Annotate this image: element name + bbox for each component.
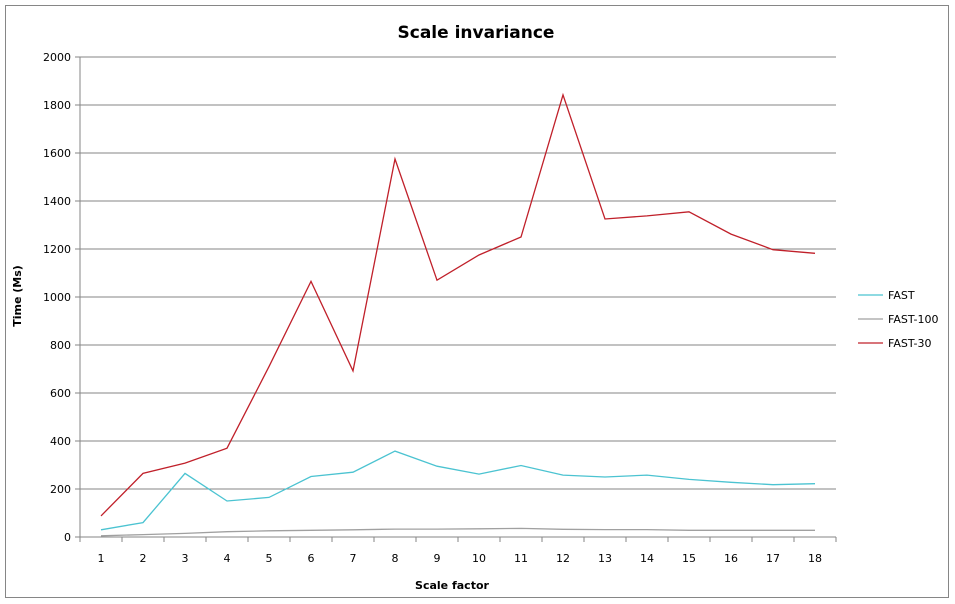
chart-title: Scale invariance	[398, 23, 555, 43]
x-tick-label: 16	[724, 552, 738, 565]
x-tick-label: 18	[808, 552, 822, 565]
x-tick-label: 13	[598, 552, 612, 565]
y-tick-label: 2000	[43, 51, 71, 64]
x-tick-label: 2	[140, 552, 147, 565]
axes	[75, 56, 837, 542]
gridlines	[80, 56, 836, 490]
y-axis-ticks: 0 200 400 600 800 1000 1200 1400 1600 1800 2000	[43, 51, 71, 544]
y-tick-label: 600	[50, 387, 71, 400]
legend-entry: FAST	[888, 289, 915, 302]
x-axis-label: Scale factor	[415, 579, 489, 592]
legend: FAST FAST-100 FAST-30	[858, 289, 939, 350]
y-tick-label: 1600	[43, 147, 71, 160]
legend-entry: FAST-30	[888, 337, 932, 350]
x-tick-label: 7	[350, 552, 357, 565]
y-tick-label: 1200	[43, 243, 71, 256]
y-tick-label: 800	[50, 339, 71, 352]
x-tick-label: 5	[266, 552, 273, 565]
legend-entry: FAST-100	[888, 313, 939, 326]
y-tick-label: 0	[64, 531, 71, 544]
y-axis-label: Time (Ms)	[11, 265, 24, 327]
x-tick-label: 14	[640, 552, 654, 565]
y-tick-label: 1000	[43, 291, 71, 304]
x-tick-label: 10	[472, 552, 486, 565]
x-tick-label: 1	[98, 552, 105, 565]
x-tick-label: 12	[556, 552, 570, 565]
x-tick-label: 6	[308, 552, 315, 565]
x-tick-label: 4	[224, 552, 231, 565]
series-line-fast-30	[100, 92, 816, 517]
y-tick-label: 200	[50, 483, 71, 496]
y-tick-label: 1800	[43, 99, 71, 112]
y-tick-label: 1400	[43, 195, 71, 208]
x-tick-label: 3	[182, 552, 189, 565]
series-lines	[100, 92, 816, 537]
series-line-fast-100	[100, 527, 815, 537]
x-tick-label: 8	[392, 552, 399, 565]
x-tick-label: 15	[682, 552, 696, 565]
x-tick-label: 17	[766, 552, 780, 565]
x-axis-ticks: 1 2 3 4 5 6 7 8 9 10 11 12 13 14 15 16 17 18	[98, 552, 823, 565]
x-tick-label: 9	[434, 552, 441, 565]
series-line-fast	[100, 450, 816, 531]
x-tick-label: 11	[514, 552, 528, 565]
y-tick-label: 400	[50, 435, 71, 448]
